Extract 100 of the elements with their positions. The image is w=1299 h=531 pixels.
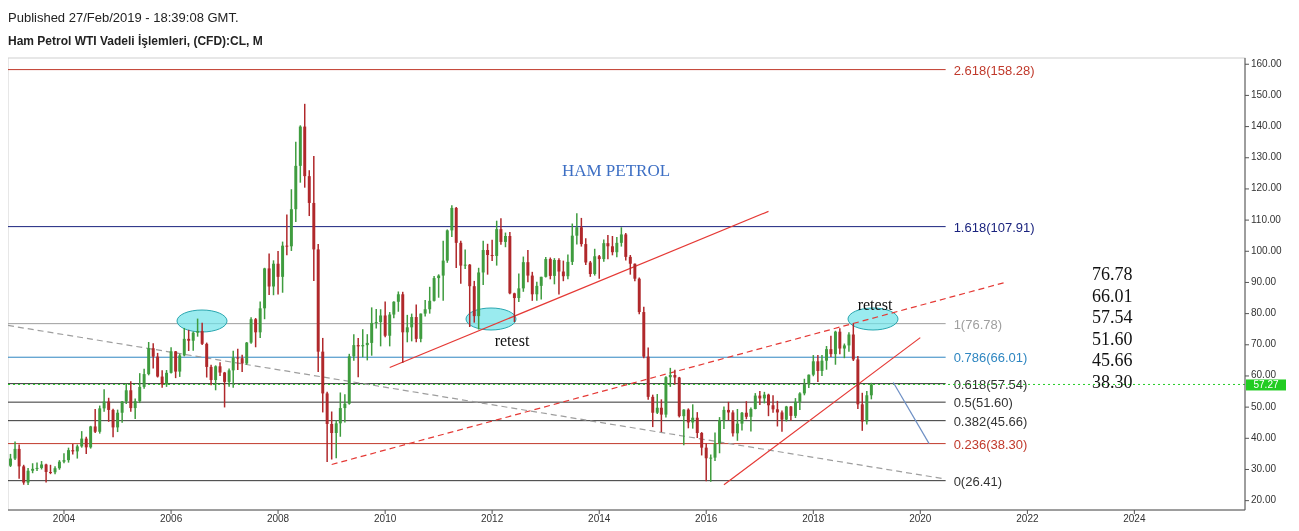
candlestick	[334, 419, 338, 459]
candlestick	[793, 397, 797, 419]
candlestick	[767, 392, 770, 417]
candlestick	[740, 411, 744, 432]
ref-line-label: 1.618(107.91)	[953, 219, 1035, 235]
candlestick	[463, 248, 467, 270]
y-tick-label: 130.00	[1251, 151, 1283, 163]
candlestick	[9, 453, 12, 468]
y-tick-label: 90.00	[1251, 275, 1277, 287]
chart-subtitle: Published 27/Feb/2019 - 18:39:08 GMT.	[8, 10, 239, 25]
candlestick	[410, 312, 414, 343]
candlestick	[530, 271, 534, 302]
annotation: retest	[857, 296, 893, 313]
y-tick-label: 20.00	[1251, 494, 1277, 506]
ref-line-label: 0.5(51.60)	[953, 395, 1013, 411]
candlestick	[744, 400, 748, 421]
candlestick	[593, 248, 597, 277]
annotation: HAM PETROL	[561, 161, 671, 180]
candlestick	[62, 452, 66, 464]
x-tick-label: 2014	[588, 513, 611, 524]
candlestick	[267, 252, 271, 296]
y-tick-label: 140.00	[1251, 120, 1283, 132]
ref-line-label: 2.618(158.28)	[953, 62, 1035, 78]
candlestick	[490, 238, 494, 262]
candlestick	[548, 256, 552, 281]
candlestick	[718, 416, 722, 455]
candlestick	[771, 394, 775, 414]
candlestick	[17, 443, 21, 480]
candlestick	[156, 352, 160, 379]
candlestick	[174, 350, 178, 379]
x-tick-label: 2012	[481, 513, 504, 524]
ref-line-label: 0.618(57.54)	[953, 376, 1028, 392]
candlestick	[838, 327, 842, 355]
candlestick	[517, 272, 521, 303]
ref-line-label: 0(26.41)	[953, 473, 1003, 489]
candlestick	[205, 341, 209, 379]
candlestick	[187, 329, 191, 352]
candlestick	[829, 335, 833, 358]
candlestick	[624, 232, 628, 262]
ref-line-label: 0.382(45.66)	[953, 413, 1028, 429]
candlestick	[107, 397, 111, 423]
candlestick	[231, 349, 235, 389]
y-tick-label: 70.00	[1251, 338, 1277, 350]
candlestick	[414, 303, 418, 344]
candlestick	[182, 327, 186, 358]
candlestick	[209, 363, 213, 387]
annotation: 76.78 66.01 57.54 51.60 45.66 38.30	[1092, 264, 1133, 392]
candlestick	[276, 250, 280, 296]
candlestick	[619, 226, 623, 248]
candlestick	[481, 239, 485, 286]
candlestick	[833, 330, 837, 366]
y-tick-label: 60.00	[1251, 369, 1277, 381]
candlestick	[700, 431, 704, 457]
candlestick	[352, 333, 356, 362]
candlestick	[133, 397, 137, 420]
candlestick	[142, 368, 146, 390]
y-tick-label: 50.00	[1251, 400, 1277, 412]
candlestick	[405, 314, 409, 344]
candlestick	[200, 321, 204, 346]
candlestick	[682, 408, 686, 446]
candlestick	[223, 371, 227, 409]
candlestick	[503, 231, 507, 248]
candlestick	[383, 300, 387, 339]
candlestick	[450, 204, 454, 238]
x-tick-label: 2018	[802, 513, 825, 524]
candlestick	[116, 408, 120, 433]
candlestick	[468, 263, 472, 328]
candlestick	[129, 380, 133, 413]
candlestick	[254, 317, 258, 349]
candlestick	[486, 243, 490, 276]
candlestick	[686, 407, 690, 430]
y-tick-label: 40.00	[1251, 431, 1277, 443]
ref-line-label: 57.27	[1253, 379, 1279, 391]
candlestick	[22, 464, 26, 486]
ref-line-label: 0.236(38.30)	[953, 436, 1028, 452]
candlestick	[191, 330, 195, 352]
candlestick	[566, 253, 570, 281]
candlestick	[330, 410, 334, 461]
candlestick	[285, 213, 289, 257]
candlestick	[615, 236, 619, 258]
candlestick	[775, 400, 779, 428]
candlestick	[249, 316, 253, 345]
candlestick	[370, 306, 374, 357]
candlestick	[597, 254, 601, 280]
candlestick	[535, 281, 539, 302]
y-tick-label: 100.00	[1251, 244, 1283, 256]
candlestick	[602, 238, 606, 263]
candlestick	[13, 440, 17, 461]
x-tick-label: 2010	[374, 513, 397, 524]
candlestick	[374, 308, 378, 330]
candlestick	[722, 405, 726, 430]
candlestick	[731, 409, 735, 438]
candlestick	[499, 217, 503, 246]
candlestick	[628, 254, 632, 276]
x-tick-label: 2024	[1123, 513, 1146, 524]
candlestick	[780, 409, 784, 433]
candlestick	[428, 286, 432, 315]
y-tick-label: 150.00	[1251, 88, 1283, 100]
candlestick	[459, 239, 463, 285]
candlestick	[165, 369, 169, 388]
